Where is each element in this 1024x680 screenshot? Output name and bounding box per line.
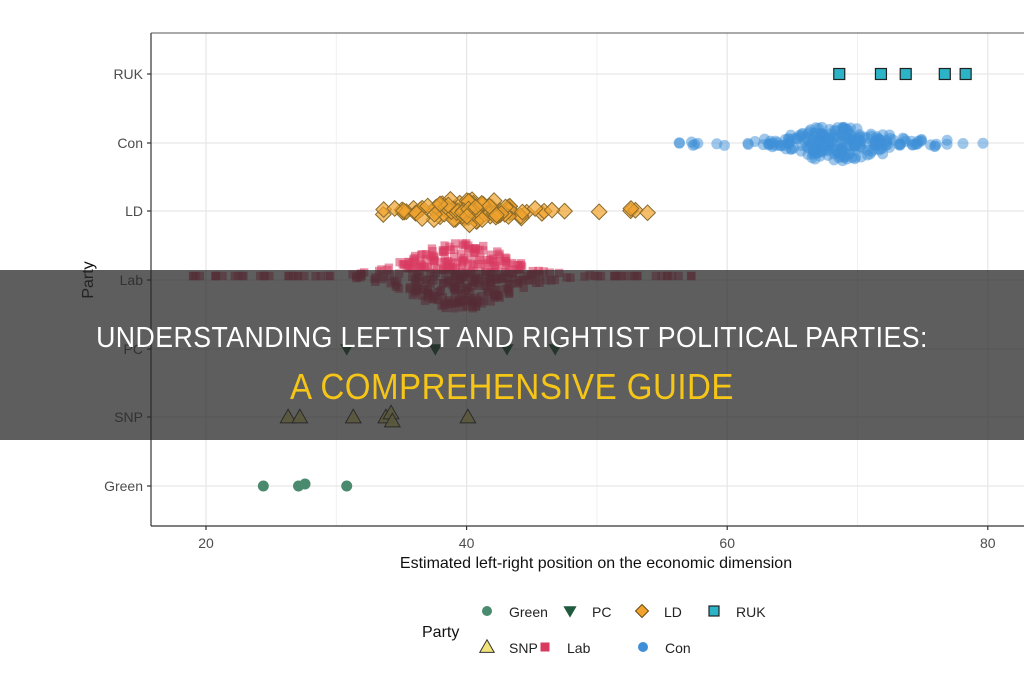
legend-label: PC [592, 604, 611, 620]
title-overlay-band [0, 270, 1024, 440]
legend-label: RUK [736, 604, 766, 620]
legend-label: Con [665, 640, 691, 656]
legend-label: LD [664, 604, 682, 620]
series-con [673, 121, 989, 167]
x-tick-label: 80 [980, 535, 996, 551]
series-green [257, 478, 353, 492]
headline-subtitle: A COMPREHENSIVE GUIDE [289, 366, 734, 407]
legend-label: Lab [567, 640, 591, 656]
x-tick-label: 40 [459, 535, 475, 551]
y-tick-label: Green [104, 478, 143, 494]
y-tick-label: RUK [113, 66, 143, 82]
y-tick-label: LD [125, 203, 143, 219]
y-tick-label: Con [117, 135, 143, 151]
legend-label: SNP [509, 640, 538, 656]
headline-title: UNDERSTANDING LEFTIST AND RIGHTIST POLIT… [96, 322, 928, 354]
legend-title: Party [422, 624, 459, 641]
x-axis-title: Estimated left-right position on the eco… [400, 555, 792, 572]
series-ld [374, 190, 657, 234]
x-tick-label: 20 [198, 535, 214, 551]
series-ruk [833, 67, 972, 81]
legend: Party Green PC LD RUK SNP Lab Con [422, 603, 766, 656]
legend-label: Green [509, 604, 548, 620]
x-tick-label: 60 [719, 535, 735, 551]
